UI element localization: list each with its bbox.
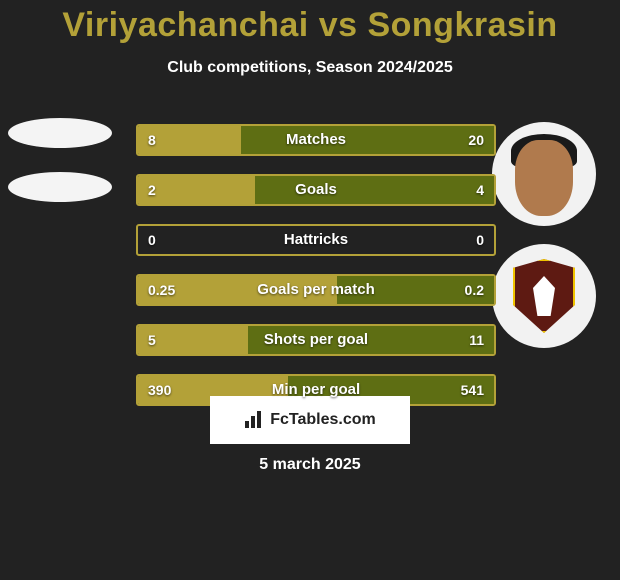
bar-row: 0.250.2Goals per match: [136, 274, 496, 306]
infographic-root: Viriyachanchai vs Songkrasin Club compet…: [0, 0, 620, 580]
right-avatars: [492, 122, 602, 366]
bar-row: 390541Min per goal: [136, 374, 496, 406]
bar-row: 24Goals: [136, 174, 496, 206]
left-avatars: [8, 118, 118, 226]
left-player-avatar-placeholder: [8, 118, 112, 148]
right-club-crest: [492, 244, 596, 348]
player-face-shape: [515, 140, 573, 216]
bar-label: Goals: [138, 176, 494, 204]
club-crest-shape: [513, 259, 575, 333]
bar-label: Shots per goal: [138, 326, 494, 354]
bar-row: 00Hattricks: [136, 224, 496, 256]
bar-label: Goals per match: [138, 276, 494, 304]
bar-label: Min per goal: [138, 376, 494, 404]
bar-label: Matches: [138, 126, 494, 154]
source-text: FcTables.com: [270, 411, 376, 429]
bar-row: 511Shots per goal: [136, 324, 496, 356]
date-text: 5 march 2025: [0, 456, 620, 474]
left-club-crest-placeholder: [8, 172, 112, 202]
page-title: Viriyachanchai vs Songkrasin: [0, 0, 620, 45]
right-player-avatar: [492, 122, 596, 226]
bar-row: 820Matches: [136, 124, 496, 156]
crest-shield: [513, 259, 575, 333]
comparison-bars: 820Matches 24Goals 00Hattricks 0.250.2Goals…: [136, 124, 496, 424]
bar-label: Hattricks: [138, 226, 494, 254]
chart-icon: [244, 411, 264, 429]
crest-inner: [533, 276, 555, 316]
subtitle: Club competitions, Season 2024/2025: [0, 59, 620, 77]
